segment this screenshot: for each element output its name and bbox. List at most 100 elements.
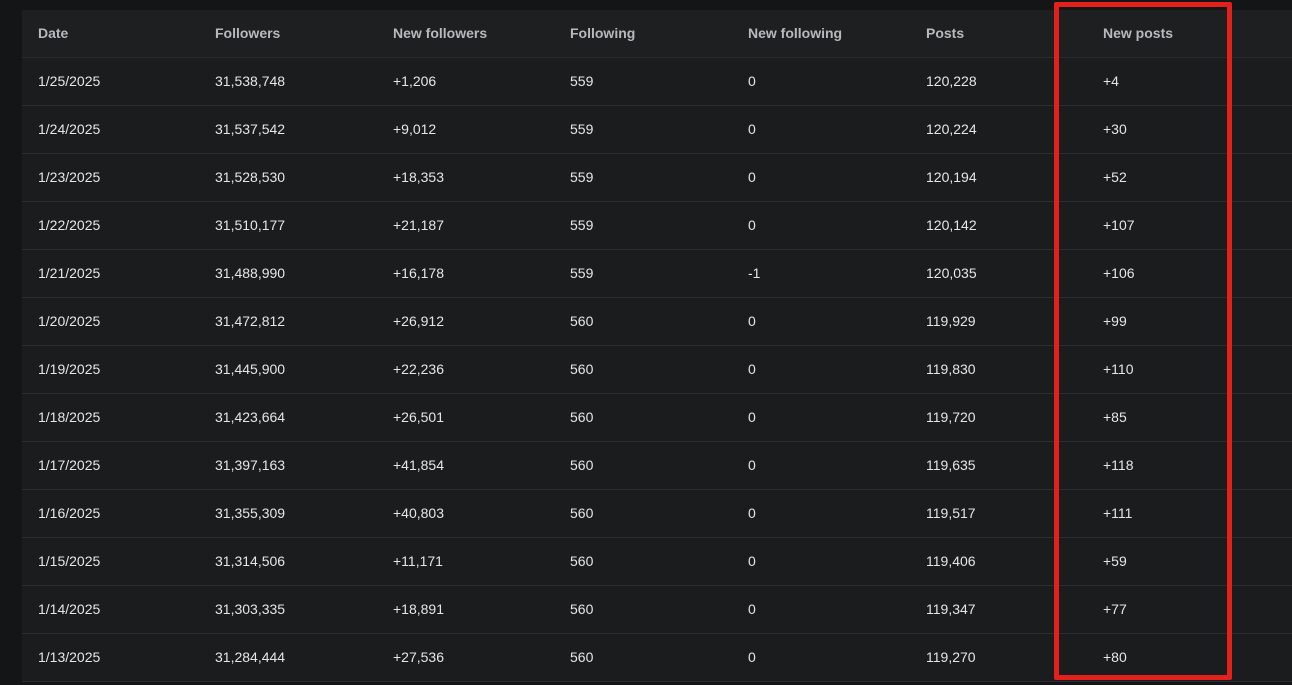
cell-date: 1/19/2025 bbox=[38, 361, 101, 377]
cell-new-posts: +110 bbox=[1103, 361, 1134, 377]
cell-new-followers: +16,178 bbox=[393, 265, 444, 281]
cell-date: 1/21/2025 bbox=[38, 265, 101, 281]
cell-posts: 120,142 bbox=[926, 217, 977, 233]
cell-new-followers: +27,536 bbox=[393, 649, 444, 665]
table-row[interactable]: 1/18/2025 31,423,664 +26,501 560 0 119,720 +85 bbox=[22, 394, 1292, 442]
cell-following: 560 bbox=[570, 505, 594, 521]
cell-new-following: 0 bbox=[748, 217, 756, 233]
cell-new-posts: +107 bbox=[1103, 217, 1135, 233]
cell-posts: 119,406 bbox=[926, 553, 976, 569]
cell-new-posts: +106 bbox=[1103, 265, 1135, 281]
cell-new-posts: +111 bbox=[1103, 505, 1133, 521]
cell-date: 1/16/2025 bbox=[38, 505, 101, 521]
table-row[interactable]: 1/25/2025 31,538,748 +1,206 559 0 120,228 +4 bbox=[22, 58, 1292, 106]
cell-followers: 31,528,530 bbox=[215, 169, 286, 185]
table-row[interactable]: 1/16/2025 31,355,309 +40,803 560 0 119,517 +11… bbox=[22, 490, 1292, 538]
cell-new-followers: +22,236 bbox=[393, 361, 444, 377]
table-row[interactable]: 1/23/2025 31,528,530 +18,353 559 0 120,194 +52 bbox=[22, 154, 1292, 202]
cell-followers: 31,314,506 bbox=[215, 553, 286, 569]
cell-posts: 120,194 bbox=[926, 169, 977, 185]
table-row[interactable]: 1/22/2025 31,510,177 +21,187 559 0 120,142 +10… bbox=[22, 202, 1292, 250]
column-header-followers[interactable]: Followers bbox=[215, 25, 281, 41]
cell-new-posts: +52 bbox=[1103, 169, 1127, 185]
cell-new-following: 0 bbox=[748, 601, 756, 617]
cell-following: 559 bbox=[570, 265, 594, 281]
cell-posts: 119,635 bbox=[926, 457, 976, 473]
cell-new-followers: +1,206 bbox=[393, 73, 437, 89]
cell-new-followers: +26,912 bbox=[393, 313, 444, 329]
cell-following: 559 bbox=[570, 217, 594, 233]
cell-new-following: 0 bbox=[748, 121, 756, 137]
cell-new-posts: +59 bbox=[1103, 553, 1127, 569]
cell-followers: 31,423,664 bbox=[215, 409, 286, 425]
cell-posts: 120,228 bbox=[926, 73, 977, 89]
cell-following: 559 bbox=[570, 121, 594, 137]
cell-new-followers: +26,501 bbox=[393, 409, 444, 425]
cell-new-following: 0 bbox=[748, 649, 756, 665]
column-header-new-following[interactable]: New following bbox=[748, 25, 843, 41]
cell-posts: 119,720 bbox=[926, 409, 976, 425]
column-header-posts[interactable]: Posts bbox=[926, 25, 965, 41]
cell-followers: 31,488,990 bbox=[215, 265, 286, 281]
cell-followers: 31,284,444 bbox=[215, 649, 286, 665]
cell-new-posts: +118 bbox=[1103, 457, 1134, 473]
cell-new-following: 0 bbox=[748, 169, 756, 185]
table-header-row: Date Followers New followers Following N… bbox=[22, 10, 1292, 58]
cell-following: 560 bbox=[570, 649, 594, 665]
cell-posts: 119,270 bbox=[926, 649, 976, 665]
cell-new-following: 0 bbox=[748, 73, 756, 89]
cell-new-following: 0 bbox=[748, 361, 756, 377]
table-body: 1/25/2025 31,538,748 +1,206 559 0 120,228 +4 1/… bbox=[22, 58, 1292, 682]
cell-new-following: 0 bbox=[748, 457, 756, 473]
cell-new-posts: +4 bbox=[1103, 73, 1119, 89]
table-row[interactable]: 1/21/2025 31,488,990 +16,178 559 -1 120,035 +1… bbox=[22, 250, 1292, 298]
cell-date: 1/24/2025 bbox=[38, 121, 101, 137]
cell-following: 560 bbox=[570, 361, 594, 377]
stats-table: Date Followers New followers Following N… bbox=[22, 10, 1292, 682]
table-row[interactable]: 1/24/2025 31,537,542 +9,012 559 0 120,224 +30 bbox=[22, 106, 1292, 154]
column-header-new-posts[interactable]: New posts bbox=[1103, 25, 1174, 41]
cell-date: 1/15/2025 bbox=[38, 553, 101, 569]
cell-new-following: 0 bbox=[748, 313, 756, 329]
cell-posts: 119,517 bbox=[926, 505, 976, 521]
cell-new-posts: +99 bbox=[1103, 313, 1127, 329]
cell-new-followers: +9,012 bbox=[393, 121, 437, 137]
column-header-following[interactable]: Following bbox=[570, 25, 636, 41]
cell-new-followers: +18,891 bbox=[393, 601, 444, 617]
cell-following: 559 bbox=[570, 169, 594, 185]
cell-followers: 31,445,900 bbox=[215, 361, 286, 377]
cell-new-following: -1 bbox=[748, 265, 761, 281]
table-row[interactable]: 1/19/2025 31,445,900 +22,236 560 0 119,830 +11… bbox=[22, 346, 1292, 394]
cell-new-followers: +41,854 bbox=[393, 457, 444, 473]
cell-new-posts: +80 bbox=[1103, 649, 1127, 665]
cell-posts: 120,035 bbox=[926, 265, 977, 281]
cell-date: 1/20/2025 bbox=[38, 313, 101, 329]
table-row[interactable]: 1/20/2025 31,472,812 +26,912 560 0 119,929 +99 bbox=[22, 298, 1292, 346]
cell-date: 1/17/2025 bbox=[38, 457, 101, 473]
cell-date: 1/25/2025 bbox=[38, 73, 101, 89]
cell-new-posts: +77 bbox=[1103, 601, 1127, 617]
cell-followers: 31,355,309 bbox=[215, 505, 286, 521]
table-row[interactable]: 1/13/2025 31,284,444 +27,536 560 0 119,270 +80 bbox=[22, 634, 1292, 682]
cell-followers: 31,537,542 bbox=[215, 121, 286, 137]
table-row[interactable]: 1/17/2025 31,397,163 +41,854 560 0 119,635 +11… bbox=[22, 442, 1292, 490]
column-header-date[interactable]: Date bbox=[38, 25, 69, 41]
cell-followers: 31,510,177 bbox=[215, 217, 286, 233]
cell-following: 560 bbox=[570, 313, 594, 329]
cell-date: 1/14/2025 bbox=[38, 601, 101, 617]
table-row[interactable]: 1/15/2025 31,314,506 +11,171 560 0 119,406 +59 bbox=[22, 538, 1292, 586]
cell-date: 1/18/2025 bbox=[38, 409, 101, 425]
cell-following: 559 bbox=[570, 73, 594, 89]
cell-date: 1/23/2025 bbox=[38, 169, 101, 185]
cell-followers: 31,397,163 bbox=[215, 457, 286, 473]
cell-following: 560 bbox=[570, 553, 594, 569]
table-row[interactable]: 1/14/2025 31,303,335 +18,891 560 0 119,347 +77 bbox=[22, 586, 1292, 634]
cell-posts: 119,830 bbox=[926, 361, 976, 377]
cell-new-posts: +85 bbox=[1103, 409, 1127, 425]
cell-new-followers: +11,171 bbox=[393, 553, 443, 569]
cell-new-followers: +18,353 bbox=[393, 169, 444, 185]
column-header-new-followers[interactable]: New followers bbox=[393, 25, 488, 41]
cell-followers: 31,538,748 bbox=[215, 73, 286, 89]
cell-following: 560 bbox=[570, 409, 594, 425]
